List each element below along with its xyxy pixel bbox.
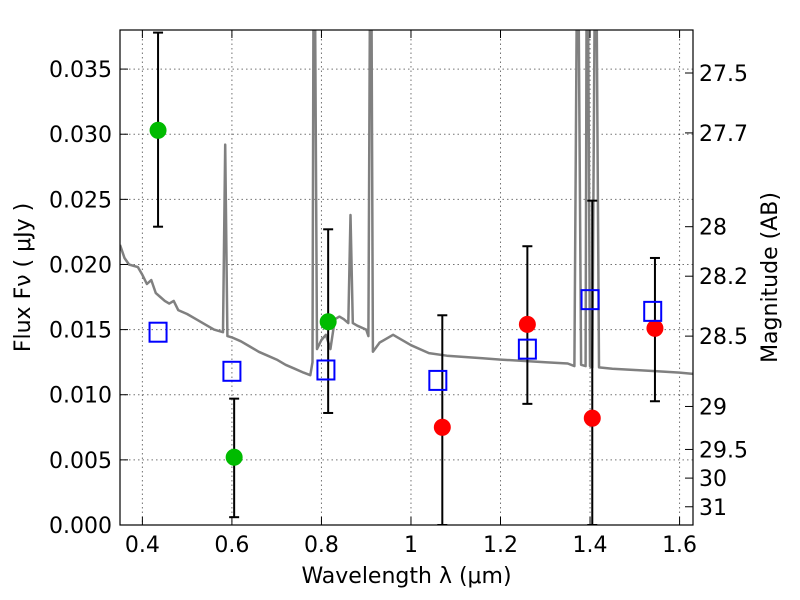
- data-point-square: [428, 369, 448, 391]
- x-tick-labels: 0.4 0.6 0.8 1 1.2 1.4 1.6: [125, 533, 697, 558]
- data-point-square: [580, 289, 600, 311]
- grid: [120, 30, 693, 526]
- data-point-square: [148, 321, 168, 343]
- x-axis-label: Wavelength λ (μm): [301, 564, 511, 589]
- x-tick-label: 1.6: [662, 533, 697, 558]
- y2-tick-label: 29.5: [699, 438, 748, 463]
- model-spectrum-layer: [120, 30, 693, 377]
- y-axis-label: Flux Fν ( μJy ): [11, 203, 36, 352]
- data-point-square: [316, 359, 336, 381]
- data-point-circle: [225, 448, 243, 466]
- y-tick-label: 0.035: [49, 58, 112, 83]
- y2-tick-label: 28: [699, 216, 727, 241]
- y2-tick-label: 29: [699, 395, 727, 420]
- y2-tick-label: 27.5: [699, 62, 748, 87]
- x-tick-label: 1.2: [483, 533, 518, 558]
- x-tick-label: 1.4: [573, 533, 608, 558]
- y-tick-label: 0.000: [49, 514, 112, 539]
- plot-frame: [119, 29, 694, 526]
- y2-tick-label: 27.7: [699, 122, 748, 147]
- y-tick-label: 0.020: [49, 253, 112, 278]
- y-tick-labels: 0.000 0.005 0.010 0.015 0.020 0.025 0.030 0.035: [49, 58, 112, 539]
- data-point-circle: [518, 315, 536, 333]
- y2-tick-label: 30: [699, 467, 727, 492]
- y-tick-label: 0.005: [49, 449, 112, 474]
- data-point-circle: [149, 121, 167, 139]
- x-tick-label: 0.8: [304, 533, 339, 558]
- data-point-square: [222, 360, 242, 382]
- data-point-circle: [433, 418, 451, 436]
- data-point-circle: [583, 409, 601, 427]
- tick-marks: [120, 30, 693, 526]
- x-tick-label: 1: [404, 533, 418, 558]
- data-point-circle: [646, 319, 664, 337]
- data-point-square: [517, 338, 537, 360]
- x-tick-label: 0.4: [125, 533, 160, 558]
- y2-tick-label: 31: [699, 496, 727, 521]
- y-tick-label: 0.010: [49, 384, 112, 409]
- x-tick-label: 0.6: [214, 533, 249, 558]
- y2-tick-label: 28.5: [699, 325, 748, 350]
- y-tick-label: 0.030: [49, 123, 112, 148]
- y2-axis-label: Magnitude (AB): [758, 192, 783, 363]
- data-point-square: [643, 300, 663, 322]
- y2-tick-label: 28.2: [699, 265, 748, 290]
- data-point-circle: [319, 313, 337, 331]
- plot-area: [120, 30, 693, 525]
- y2-tick-labels: 27.5 27.7 28 28.2 28.5 29 29.5 30 31: [699, 62, 748, 521]
- y-tick-label: 0.025: [49, 188, 112, 213]
- marker-layer: [148, 121, 664, 466]
- y-tick-label: 0.015: [49, 319, 112, 344]
- model-spectrum-line: [120, 30, 693, 377]
